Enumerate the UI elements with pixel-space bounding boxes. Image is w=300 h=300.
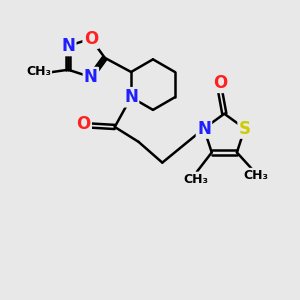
Text: O: O [76,115,91,133]
Text: O: O [84,30,98,48]
Text: CH₃: CH₃ [244,169,269,182]
Text: N: N [61,37,75,55]
Text: CH₃: CH₃ [26,65,51,78]
Text: N: N [84,68,98,86]
Text: N: N [197,119,211,137]
Text: N: N [124,88,138,106]
Text: CH₃: CH₃ [183,173,208,186]
Text: S: S [239,119,251,137]
Text: O: O [213,74,227,92]
